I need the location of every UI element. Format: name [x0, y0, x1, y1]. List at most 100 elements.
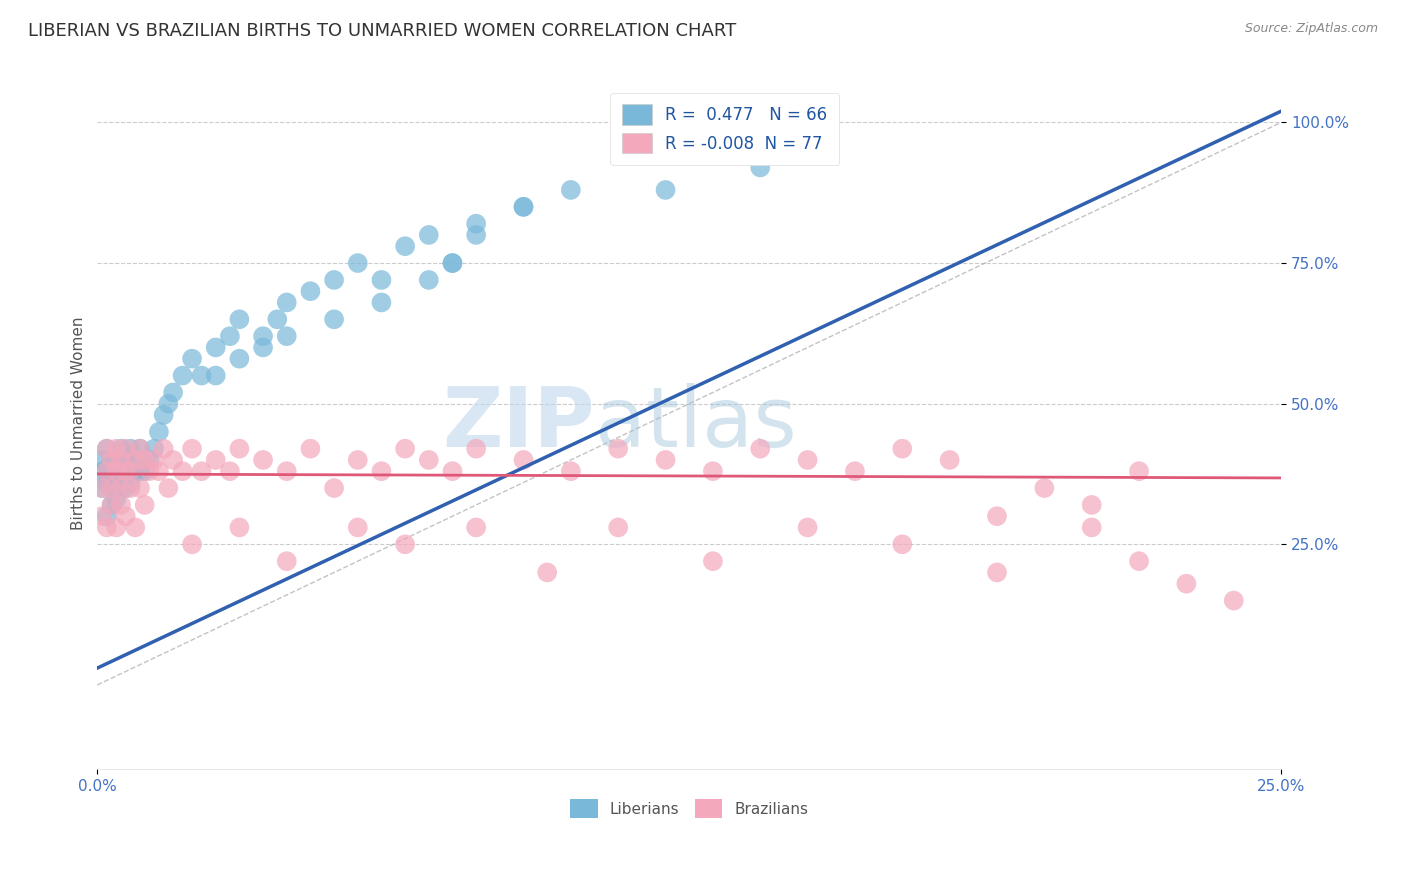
Point	[346, 453, 368, 467]
Point	[986, 509, 1008, 524]
Point	[441, 256, 464, 270]
Point	[346, 256, 368, 270]
Point	[148, 464, 170, 478]
Point	[110, 453, 132, 467]
Point	[110, 498, 132, 512]
Point	[702, 464, 724, 478]
Point	[441, 256, 464, 270]
Point	[844, 464, 866, 478]
Point	[110, 481, 132, 495]
Legend: Liberians, Brazilians: Liberians, Brazilians	[564, 793, 814, 824]
Point	[148, 425, 170, 439]
Point	[323, 481, 346, 495]
Point	[465, 217, 488, 231]
Point	[796, 453, 818, 467]
Point	[370, 464, 392, 478]
Point	[1128, 464, 1150, 478]
Point	[276, 329, 298, 343]
Point	[512, 453, 534, 467]
Point	[1080, 498, 1102, 512]
Point	[100, 498, 122, 512]
Point	[219, 329, 242, 343]
Point	[134, 453, 156, 467]
Point	[219, 464, 242, 478]
Point	[276, 554, 298, 568]
Point	[1222, 593, 1244, 607]
Point	[124, 464, 146, 478]
Point	[370, 295, 392, 310]
Point	[91, 453, 114, 467]
Point	[96, 464, 118, 478]
Point	[346, 520, 368, 534]
Point	[418, 273, 440, 287]
Point	[100, 453, 122, 467]
Point	[276, 464, 298, 478]
Point	[172, 368, 194, 383]
Point	[162, 453, 184, 467]
Point	[1175, 576, 1198, 591]
Point	[114, 509, 136, 524]
Point	[266, 312, 288, 326]
Point	[110, 464, 132, 478]
Point	[938, 453, 960, 467]
Text: LIBERIAN VS BRAZILIAN BIRTHS TO UNMARRIED WOMEN CORRELATION CHART: LIBERIAN VS BRAZILIAN BIRTHS TO UNMARRIE…	[28, 22, 737, 40]
Point	[120, 475, 142, 490]
Point	[749, 161, 772, 175]
Point	[105, 464, 128, 478]
Point	[129, 464, 152, 478]
Point	[91, 481, 114, 495]
Point	[607, 442, 630, 456]
Text: atlas: atlas	[595, 383, 796, 464]
Point	[512, 200, 534, 214]
Point	[228, 312, 250, 326]
Point	[228, 351, 250, 366]
Point	[120, 464, 142, 478]
Point	[96, 464, 118, 478]
Point	[654, 453, 676, 467]
Point	[228, 442, 250, 456]
Point	[181, 537, 204, 551]
Point	[138, 453, 160, 467]
Point	[114, 442, 136, 456]
Point	[91, 464, 114, 478]
Point	[120, 481, 142, 495]
Point	[702, 554, 724, 568]
Point	[129, 481, 152, 495]
Point	[394, 442, 416, 456]
Point	[124, 453, 146, 467]
Point	[276, 295, 298, 310]
Point	[120, 464, 142, 478]
Point	[105, 453, 128, 467]
Y-axis label: Births to Unmarried Women: Births to Unmarried Women	[72, 317, 86, 530]
Point	[465, 227, 488, 242]
Point	[100, 453, 122, 467]
Point	[418, 227, 440, 242]
Point	[152, 408, 174, 422]
Point	[323, 312, 346, 326]
Point	[138, 464, 160, 478]
Point	[100, 498, 122, 512]
Point	[891, 442, 914, 456]
Point	[114, 464, 136, 478]
Point	[114, 464, 136, 478]
Point	[143, 442, 166, 456]
Point	[129, 442, 152, 456]
Point	[157, 481, 180, 495]
Point	[252, 329, 274, 343]
Point	[96, 509, 118, 524]
Point	[299, 442, 322, 456]
Point	[134, 464, 156, 478]
Point	[1033, 481, 1056, 495]
Point	[190, 368, 212, 383]
Point	[162, 385, 184, 400]
Point	[181, 351, 204, 366]
Point	[172, 464, 194, 478]
Point	[986, 566, 1008, 580]
Point	[105, 442, 128, 456]
Point	[394, 537, 416, 551]
Point	[100, 481, 122, 495]
Point	[418, 453, 440, 467]
Point	[560, 464, 582, 478]
Point	[204, 453, 226, 467]
Point	[204, 368, 226, 383]
